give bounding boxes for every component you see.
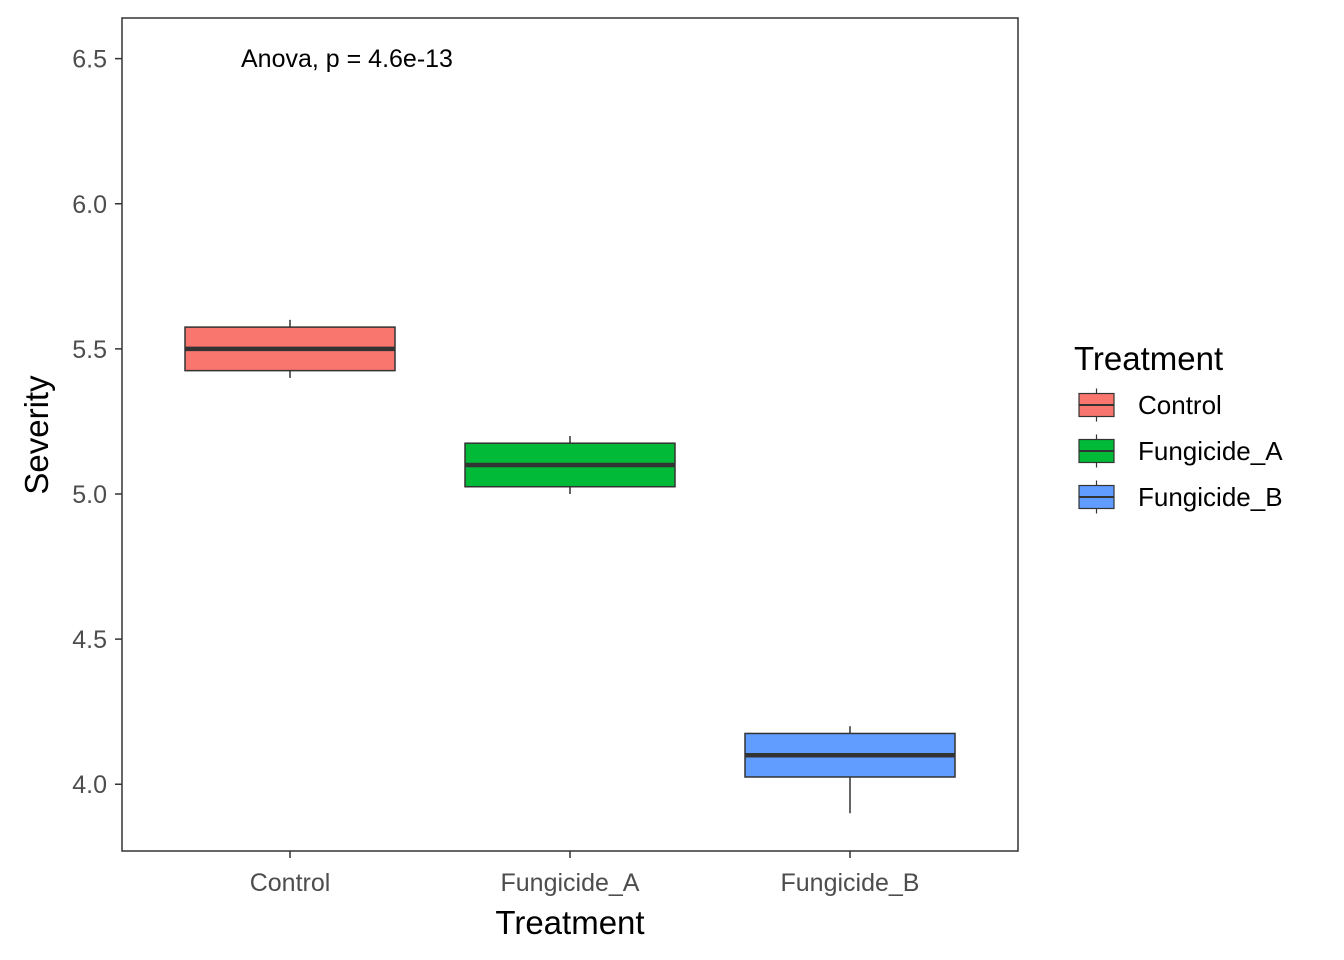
plot-panel xyxy=(121,17,1019,852)
legend-item-fungicide-a: Fungicide_A xyxy=(1078,434,1283,468)
y-tick-label: 4.5 xyxy=(72,626,107,654)
box-control xyxy=(184,319,396,378)
y-axis: 4.0 4.5 5.0 5.5 6.0 6.5 xyxy=(72,46,122,799)
legend-title: Treatment xyxy=(1074,340,1223,377)
y-axis-title: Severity xyxy=(18,375,55,495)
legend-label: Control xyxy=(1138,390,1222,420)
legend: Treatment Control Fungicide_A Fungicide_B xyxy=(1074,340,1283,514)
x-tick-label: Control xyxy=(250,869,331,897)
legend-item-control: Control xyxy=(1078,388,1222,422)
y-tick-label: 5.0 xyxy=(72,481,107,509)
y-tick-label: 5.5 xyxy=(72,336,107,364)
boxes xyxy=(184,319,956,814)
box-fungicide-b xyxy=(744,726,956,814)
y-tick-label: 6.5 xyxy=(72,46,107,74)
x-axis: Control Fungicide_A Fungicide_B xyxy=(250,851,920,897)
x-axis-title: Treatment xyxy=(495,904,644,941)
x-tick-label: Fungicide_B xyxy=(781,869,920,897)
legend-label: Fungicide_B xyxy=(1138,482,1283,512)
y-tick-label: 4.0 xyxy=(72,771,107,799)
y-tick-label: 6.0 xyxy=(72,191,107,219)
x-tick-label: Fungicide_A xyxy=(501,869,640,897)
legend-label: Fungicide_A xyxy=(1138,436,1283,466)
box-fungicide-a xyxy=(464,435,676,494)
anova-annotation: Anova, p = 4.6e-13 xyxy=(241,45,453,73)
legend-item-fungicide-b: Fungicide_B xyxy=(1078,480,1283,514)
